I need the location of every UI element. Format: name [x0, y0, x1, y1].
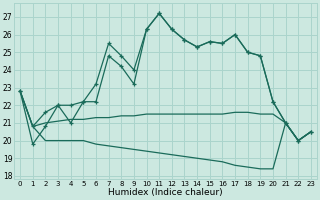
X-axis label: Humidex (Indice chaleur): Humidex (Indice chaleur) — [108, 188, 223, 197]
